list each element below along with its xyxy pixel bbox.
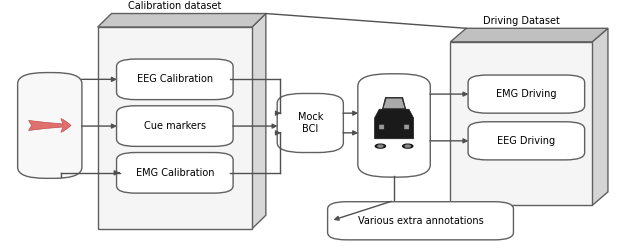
FancyBboxPatch shape bbox=[328, 202, 513, 240]
FancyBboxPatch shape bbox=[404, 124, 409, 129]
Text: Calibration dataset: Calibration dataset bbox=[128, 1, 222, 11]
FancyArrowPatch shape bbox=[28, 119, 71, 132]
Text: EEG Calibration: EEG Calibration bbox=[137, 74, 213, 84]
Text: EEG Driving: EEG Driving bbox=[497, 136, 556, 146]
FancyBboxPatch shape bbox=[117, 59, 233, 100]
FancyBboxPatch shape bbox=[117, 153, 233, 193]
Polygon shape bbox=[98, 14, 266, 27]
Polygon shape bbox=[374, 109, 413, 139]
Text: Cue markers: Cue markers bbox=[144, 121, 206, 131]
Circle shape bbox=[405, 145, 410, 147]
Polygon shape bbox=[382, 97, 406, 109]
Text: Various extra annotations: Various extra annotations bbox=[358, 216, 483, 226]
FancyBboxPatch shape bbox=[379, 124, 384, 129]
Polygon shape bbox=[383, 98, 405, 108]
FancyBboxPatch shape bbox=[18, 73, 82, 178]
Text: Driving Dataset: Driving Dataset bbox=[483, 16, 560, 26]
Bar bbox=[450, 42, 592, 205]
Polygon shape bbox=[592, 28, 608, 205]
Text: EMG Calibration: EMG Calibration bbox=[135, 168, 214, 178]
Circle shape bbox=[378, 145, 383, 147]
Circle shape bbox=[403, 144, 413, 148]
Bar bbox=[98, 27, 252, 229]
FancyBboxPatch shape bbox=[117, 106, 233, 146]
FancyBboxPatch shape bbox=[277, 93, 343, 153]
Polygon shape bbox=[252, 14, 266, 229]
Text: EMG Driving: EMG Driving bbox=[496, 89, 557, 99]
FancyBboxPatch shape bbox=[468, 122, 585, 160]
Circle shape bbox=[375, 144, 386, 148]
Text: Mock
BCI: Mock BCI bbox=[297, 112, 323, 134]
Polygon shape bbox=[450, 28, 608, 42]
FancyBboxPatch shape bbox=[468, 75, 585, 113]
FancyBboxPatch shape bbox=[358, 74, 430, 177]
